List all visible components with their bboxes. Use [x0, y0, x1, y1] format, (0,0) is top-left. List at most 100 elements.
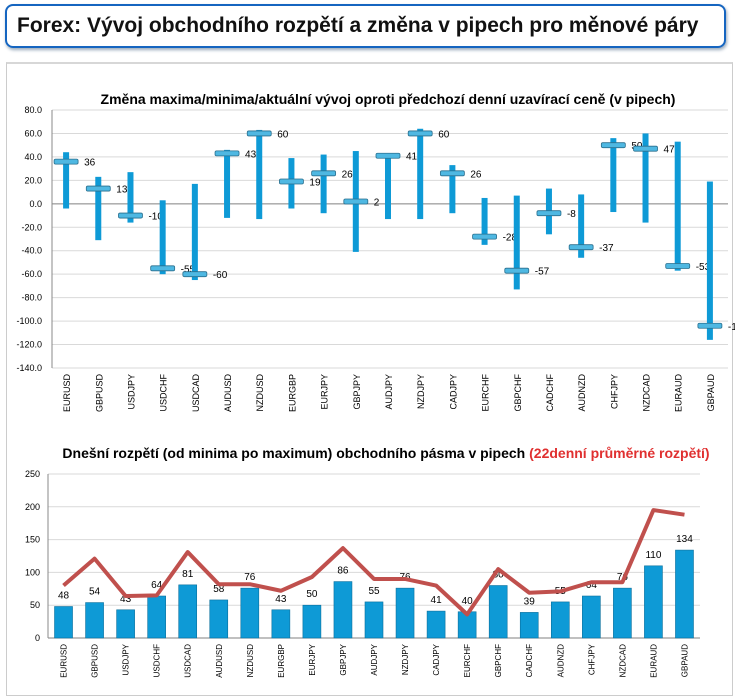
current-marker [246, 130, 272, 137]
x-tick-label: AUDUSD [215, 644, 224, 678]
y-tick-label: 200 [25, 502, 40, 512]
x-tick-label: EURGBP [287, 374, 297, 412]
x-tick-label: CHFJPY [609, 374, 619, 409]
data-label: -104 [728, 322, 735, 333]
range-bar [224, 149, 231, 218]
data-label: 60 [438, 129, 450, 140]
range-bar [481, 197, 488, 245]
y-tick-label: -120.0 [16, 340, 42, 350]
current-marker [85, 185, 111, 192]
current-marker [697, 322, 723, 329]
x-tick-label: CADJPY [432, 643, 441, 675]
x-tick-label: CHFJPY [587, 643, 596, 675]
y-tick-label: -40.0 [21, 246, 42, 256]
y-tick-label: 150 [25, 535, 40, 545]
x-tick-label: USDCAD [191, 374, 201, 413]
range-bar [417, 128, 424, 220]
data-label: 58 [213, 584, 225, 595]
y-tick-label: -100.0 [16, 316, 42, 326]
x-tick-label: GBPAUD [680, 644, 689, 677]
data-label: -60 [213, 270, 228, 281]
current-marker [118, 212, 143, 219]
data-label: 76 [244, 572, 256, 583]
bar [116, 609, 135, 639]
range-bar [706, 181, 713, 340]
range-bar [63, 152, 70, 209]
data-label: 13 [116, 185, 128, 196]
y-tick-label: 40.0 [24, 152, 42, 162]
data-label: -8 [567, 209, 576, 220]
current-marker [182, 271, 208, 278]
range-bar [127, 172, 134, 223]
x-tick-label: NZDCAD [642, 374, 652, 412]
data-label: 43 [120, 594, 132, 605]
chart2-title-highlight: (22denní průměrné rozpětí) [529, 445, 709, 461]
x-tick-label: CADCHF [545, 373, 555, 411]
x-tick-label: NZDJPY [401, 643, 410, 675]
x-tick-label: EURGBP [277, 644, 286, 678]
current-marker [536, 210, 562, 217]
x-tick-label: USDCAD [184, 644, 193, 678]
current-marker [600, 142, 626, 149]
data-label: 54 [89, 587, 101, 598]
x-tick-label: AUDJPY [384, 374, 394, 410]
x-tick-label: GBPAUD [706, 374, 716, 412]
x-tick-label: EURAUD [674, 374, 684, 413]
charts-panel [6, 62, 733, 696]
range-bar [578, 194, 585, 258]
range-bar [95, 176, 102, 241]
chart1-title: Změna maxima/minima/aktuální vývoj oprot… [101, 91, 676, 107]
x-tick-label: AUDUSD [223, 374, 233, 413]
x-tick-label: NZDJPY [416, 374, 426, 409]
x-tick-label: NZDCAD [618, 644, 627, 678]
range-bar [513, 195, 520, 290]
bar [488, 585, 508, 639]
bar [426, 610, 446, 639]
current-marker [472, 233, 497, 240]
bar [395, 587, 415, 639]
y-tick-label: 0.0 [29, 199, 42, 209]
x-tick-label: AUDNZD [577, 374, 587, 412]
bar [333, 581, 353, 639]
data-label: 39 [524, 596, 536, 607]
bar [582, 595, 601, 639]
average-range-line [62, 508, 685, 617]
x-tick-label: EURCHF [481, 373, 491, 411]
y-tick-label: 50 [30, 600, 40, 610]
data-label: 40 [462, 596, 474, 607]
x-tick-label: USDCHF [153, 644, 162, 677]
range-bar [385, 155, 391, 220]
bar [364, 601, 384, 639]
data-label: -53 [696, 262, 711, 273]
data-label: 19 [309, 178, 321, 189]
page-title: Forex: Vývoj obchodního rozpětí a změna … [17, 14, 699, 37]
data-label: 60 [277, 129, 289, 140]
data-label: 80 [493, 570, 505, 581]
y-tick-label: -20.0 [21, 222, 42, 232]
current-marker [633, 145, 658, 152]
y-tick-label: 20.0 [24, 175, 42, 185]
y-tick-label: 250 [25, 469, 40, 479]
data-label: -57 [535, 267, 550, 278]
x-tick-label: USDCHF [159, 373, 169, 411]
y-tick-label: -80.0 [21, 293, 42, 303]
x-tick-label: GBPCHF [513, 374, 523, 412]
current-marker [311, 170, 337, 177]
data-label: 47 [664, 145, 676, 156]
x-tick-label: EURJPY [308, 643, 317, 675]
bar [302, 604, 322, 639]
range-bar [159, 200, 166, 275]
data-label: 48 [58, 591, 70, 602]
data-label: -28 [503, 233, 518, 244]
range-bar [256, 129, 263, 220]
page-header: Forex: Vývoj obchodního rozpětí a změna … [5, 4, 726, 48]
y-tick-label: -60.0 [21, 269, 42, 279]
x-tick-label: CADJPY [448, 374, 458, 410]
x-tick-label: GBPJPY [352, 374, 362, 410]
chart2-title: Dnešní rozpětí (od minima po maximum) ob… [62, 445, 709, 461]
x-tick-label: GBPCHF [494, 644, 503, 677]
bar [147, 595, 166, 639]
x-tick-label: NZDUSD [246, 644, 255, 678]
range-bar [610, 138, 617, 213]
